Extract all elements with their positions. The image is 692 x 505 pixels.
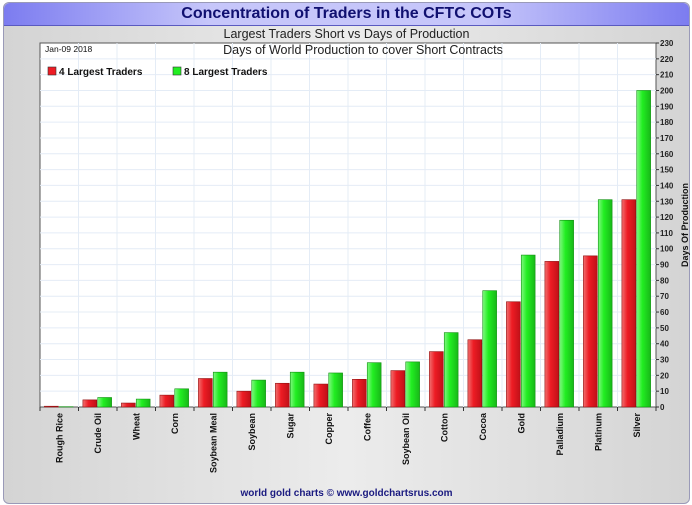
bar-8-largest xyxy=(366,362,382,408)
bar-4-largest xyxy=(121,402,136,408)
bar-8-largest xyxy=(135,398,151,408)
x-tick-label: Cocoa xyxy=(478,412,488,441)
x-tick-label: Cotton xyxy=(439,413,449,442)
bar-4-largest xyxy=(275,382,290,408)
bar-4-largest xyxy=(544,261,560,408)
x-tick-label: Soybean Meal xyxy=(208,413,218,473)
bar-8-largest xyxy=(636,90,651,408)
y-tick-label: 120 xyxy=(660,213,674,222)
bar-4-largest xyxy=(390,370,406,408)
y-tick-label: 160 xyxy=(660,150,674,159)
y-tick-label: 110 xyxy=(660,229,673,238)
legend-swatch xyxy=(172,66,182,76)
x-tick-label: Copper xyxy=(324,413,334,445)
y-tick-label: 190 xyxy=(660,102,674,111)
bar-4-largest xyxy=(506,301,521,408)
date-label: Jan-09 2018 xyxy=(45,44,93,54)
bar-8-largest xyxy=(289,371,305,408)
y-tick-label: 140 xyxy=(660,181,674,190)
bar-8-largest xyxy=(405,361,420,408)
chart-subtitle: Largest Traders Short vs Days of Product… xyxy=(223,27,470,41)
x-tick-label: Gold xyxy=(516,413,526,434)
legend-label: 4 Largest Traders xyxy=(59,67,143,78)
y-tick-label: 230 xyxy=(660,39,674,48)
y-tick-label: 50 xyxy=(660,324,669,333)
y-tick-label: 100 xyxy=(660,245,674,254)
chart-title: Concentration of Traders in the CFTC COT… xyxy=(4,3,689,26)
x-tick-label: Silver xyxy=(632,413,642,438)
bar-4-largest xyxy=(429,351,444,408)
x-tick-label: Soybean Oil xyxy=(401,413,411,465)
y-tick-label: 30 xyxy=(660,356,669,365)
x-tick-label: Platinum xyxy=(593,413,603,451)
bar-8-largest xyxy=(174,388,189,408)
bar-4-largest xyxy=(621,199,637,408)
y-tick-label: 200 xyxy=(660,86,674,95)
bar-4-largest xyxy=(159,394,175,408)
y-tick-label: 70 xyxy=(660,292,669,301)
y-tick-label: 90 xyxy=(660,261,669,270)
y-tick-label: 180 xyxy=(660,118,674,127)
y-tick-label: 40 xyxy=(660,340,669,349)
x-tick-label: Palladium xyxy=(555,413,565,456)
y-tick-label: 210 xyxy=(660,71,674,80)
y-tick-label: 60 xyxy=(660,308,669,317)
chart-footer: world gold charts © www.goldchartsrus.co… xyxy=(240,488,453,499)
bar-8-largest xyxy=(520,254,536,408)
bar-4-largest xyxy=(467,339,483,408)
x-tick-label: Coffee xyxy=(362,413,372,441)
x-tick-label: Sugar xyxy=(285,413,295,439)
bar-4-largest xyxy=(236,390,252,408)
y-tick-label: 20 xyxy=(660,371,669,380)
bar-4-largest xyxy=(82,399,98,408)
bar-4-largest xyxy=(313,383,329,408)
bar-8-largest xyxy=(482,290,497,408)
bar-4-largest xyxy=(352,379,367,408)
bar-8-largest xyxy=(597,199,613,408)
y-tick-label: 80 xyxy=(660,276,669,285)
x-tick-label: Rough Rice xyxy=(54,413,64,463)
bar-4-largest xyxy=(583,255,598,408)
y-tick-label: 150 xyxy=(660,166,674,175)
bar-8-largest xyxy=(212,371,228,408)
bar-8-largest xyxy=(559,219,574,408)
x-tick-label: Crude Oil xyxy=(93,413,103,454)
bar-8-largest xyxy=(328,372,343,408)
bar-4-largest xyxy=(44,405,59,408)
y-tick-label: 10 xyxy=(660,387,669,396)
inner-title: Days of World Production to cover Short … xyxy=(223,43,503,57)
bar-4-largest xyxy=(198,378,213,408)
y-tick-label: 0 xyxy=(660,403,665,412)
legend-label: 8 Largest Traders xyxy=(184,67,268,78)
y-tick-label: 170 xyxy=(660,134,674,143)
bar-8-largest xyxy=(97,397,112,408)
legend-swatch xyxy=(47,66,57,76)
x-tick-label: Soybean xyxy=(247,413,257,451)
y-tick-label: 130 xyxy=(660,197,674,206)
bar-8-largest xyxy=(251,379,266,408)
y-tick-label: 220 xyxy=(660,55,674,64)
y-axis-label: Days Of Production xyxy=(680,183,690,267)
bar-8-largest xyxy=(443,332,459,408)
x-tick-label: Wheat xyxy=(131,413,141,440)
x-tick-label: Corn xyxy=(170,413,180,434)
